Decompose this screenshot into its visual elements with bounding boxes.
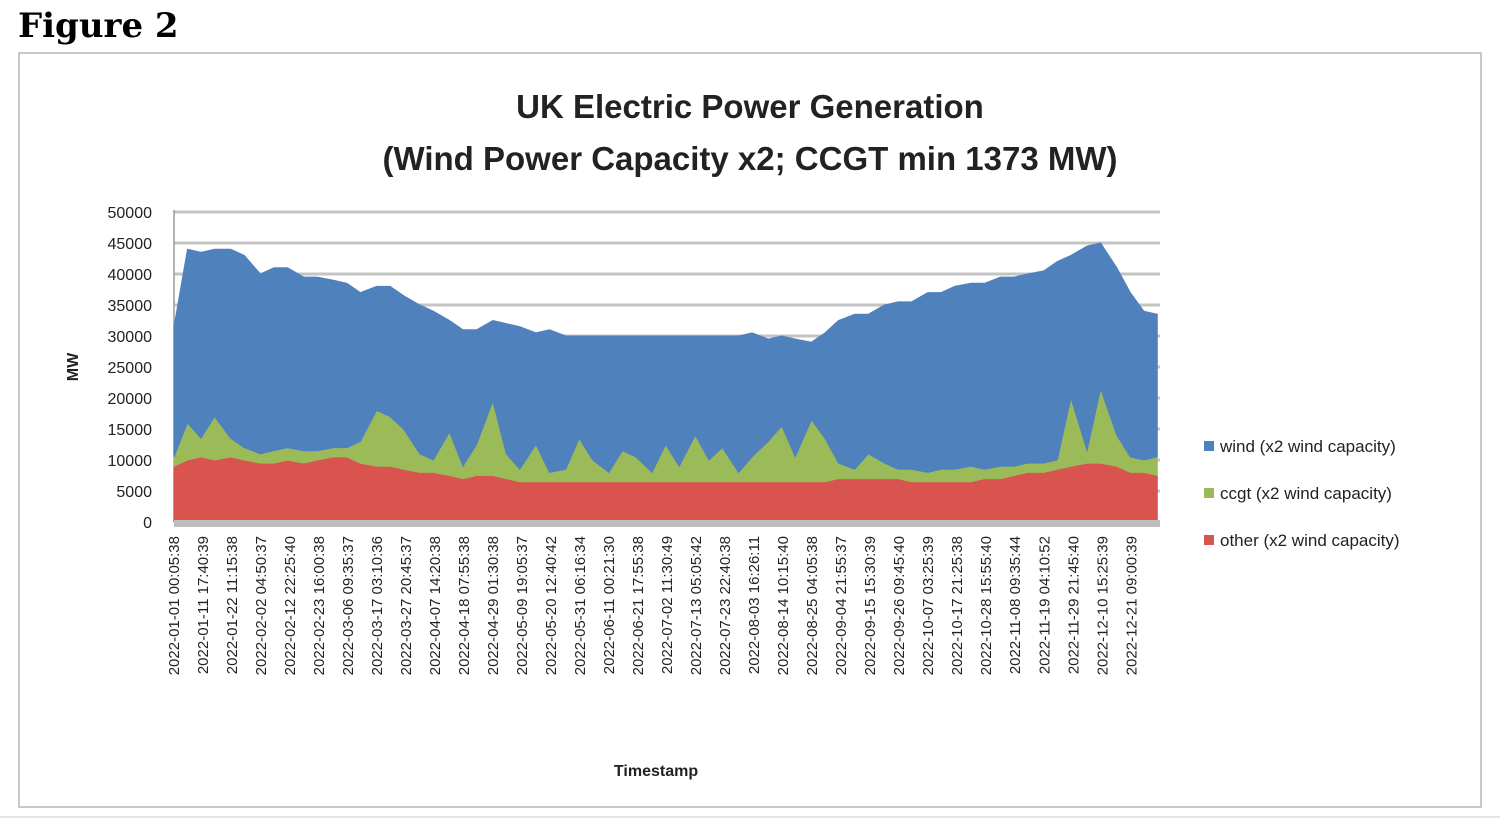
legend-swatch-ccgt — [1204, 488, 1214, 498]
legend-label-wind: wind (x2 wind capacity) — [1219, 437, 1396, 456]
y-tick-label: 5000 — [116, 484, 152, 501]
x-tick-label: 2022-10-07 03:25:39 — [920, 536, 937, 675]
x-tick-label: 2022-05-09 19:05:37 — [514, 536, 531, 675]
chart-frame: UK Electric Power Generation (Wind Power … — [18, 52, 1482, 808]
chart-title-line-2: (Wind Power Capacity x2; CCGT min 1373 M… — [383, 140, 1118, 177]
x-tick-label: 2022-09-15 15:30:39 — [862, 536, 879, 675]
x-tick-label: 2022-01-22 11:15:38 — [224, 536, 241, 674]
x-tick-label: 2022-02-02 04:50:37 — [253, 536, 270, 675]
x-tick-label: 2022-04-07 14:20:38 — [427, 536, 444, 675]
x-tick-label: 2022-06-21 17:55:38 — [630, 536, 647, 675]
x-tick-label: 2022-08-14 10:15:40 — [775, 536, 792, 675]
y-tick-label: 45000 — [108, 236, 153, 253]
x-tick-label: 2022-08-25 04:05:38 — [804, 536, 821, 675]
x-tick-label: 2022-03-17 03:10:36 — [369, 536, 386, 675]
y-tick-label: 0 — [143, 515, 152, 532]
y-tick-label: 10000 — [108, 453, 153, 470]
x-tick-label: 2022-11-29 21:45:40 — [1065, 536, 1082, 674]
x-tick-label: 2022-06-11 00:21:30 — [601, 536, 618, 674]
x-tick-label: 2022-03-06 09:35:37 — [340, 536, 357, 675]
x-tick-label: 2022-11-19 04:10:52 — [1036, 536, 1053, 674]
legend-swatch-wind — [1204, 441, 1214, 451]
y-tick-label: 15000 — [108, 422, 153, 439]
x-tick-label: 2022-02-23 16:00:38 — [311, 536, 328, 675]
chart-title-line-1: UK Electric Power Generation — [516, 88, 984, 125]
legend-label-ccgt: ccgt (x2 wind capacity) — [1220, 484, 1392, 503]
x-tick-label: 2022-05-31 06:16:34 — [572, 536, 589, 675]
chart-svg: UK Electric Power Generation (Wind Power … — [65, 88, 1400, 780]
x-tick-label: 2022-07-13 05:05:42 — [688, 536, 705, 675]
x-tick-label: 2022-12-10 15:25:39 — [1094, 536, 1111, 675]
y-tick-label: 35000 — [108, 298, 153, 315]
y-axis-title: MW — [65, 352, 82, 381]
x-tick-label: 2022-04-18 07:55:38 — [456, 536, 473, 675]
x-tick-label: 2022-08-03 16:26:11 — [746, 536, 763, 674]
y-tick-label: 50000 — [108, 205, 153, 222]
x-tick-label: 2022-12-21 09:00:39 — [1123, 536, 1140, 675]
y-tick-label: 25000 — [108, 360, 153, 377]
x-tick-label: 2022-01-11 17:40:39 — [195, 536, 212, 674]
x-tick-label: 2022-04-29 01:30:38 — [485, 536, 502, 675]
y-tick-label: 20000 — [108, 391, 153, 408]
x-tick-label: 2022-07-02 11:30:49 — [659, 536, 676, 674]
x-tick-label: 2022-03-27 20:45:37 — [398, 536, 415, 675]
y-tick-label: 40000 — [108, 267, 153, 284]
x-tick-label: 2022-11-08 09:35:44 — [1007, 536, 1024, 674]
x-tick-label: 2022-09-26 09:45:40 — [891, 536, 908, 675]
x-tick-label: 2022-02-12 22:25:40 — [282, 536, 299, 675]
y-tick-label: 30000 — [108, 329, 153, 346]
figure-label: Figure 2 — [18, 6, 179, 46]
x-tick-label: 2022-07-23 22:40:38 — [717, 536, 734, 675]
x-tick-label: 2022-10-17 21:25:38 — [949, 536, 966, 675]
x-axis-title: Timestamp — [614, 763, 698, 780]
x-axis-line — [174, 520, 1160, 527]
x-tick-label: 2022-05-20 12:40:42 — [543, 536, 560, 675]
x-tick-label: 2022-09-04 21:55:37 — [833, 536, 850, 675]
page-bottom-rule — [0, 816, 1500, 818]
legend-label-other: other (x2 wind capacity) — [1220, 531, 1400, 550]
x-tick-label: 2022-10-28 15:55:40 — [978, 536, 995, 675]
area-series-wind — [173, 242, 1158, 474]
x-tick-label: 2022-01-01 00:05:38 — [166, 536, 183, 675]
legend-swatch-other — [1204, 535, 1214, 545]
